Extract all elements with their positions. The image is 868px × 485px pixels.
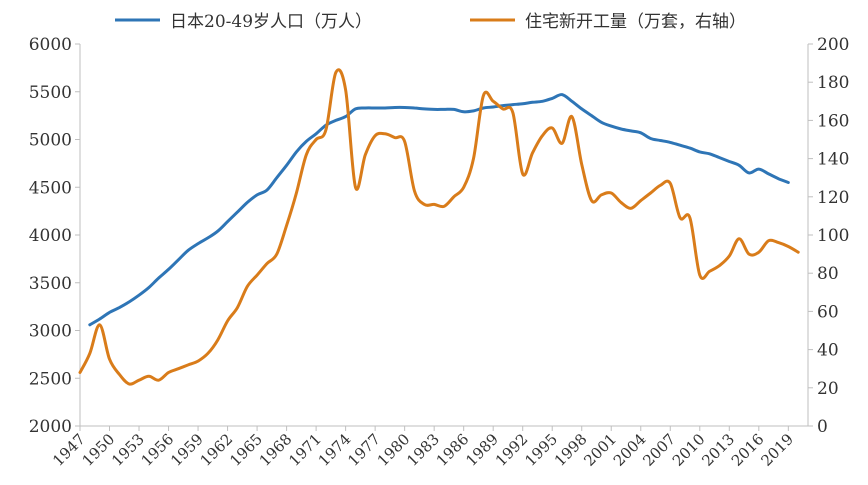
x-tick-label: 2013 xyxy=(698,430,738,470)
x-tick-label: 1953 xyxy=(108,430,148,470)
y-right-tick-label: 200 xyxy=(817,35,849,55)
legend: 日本20-49岁人口（万人） 住宅新开工量（万套，右轴） xyxy=(115,12,746,32)
x-tick-label: 2004 xyxy=(610,430,650,470)
x-tick-label: 1965 xyxy=(226,430,266,470)
y-right-tick-label: 80 xyxy=(817,264,839,284)
x-tick-label: 1974 xyxy=(315,430,355,470)
x-tick-label: 1950 xyxy=(79,430,119,470)
y-left-tick-label: 3500 xyxy=(29,274,72,294)
y-left-tick-label: 2000 xyxy=(29,417,72,437)
x-tick-label: 1995 xyxy=(521,430,561,470)
x-tick-label: 1992 xyxy=(492,430,532,470)
y-right-tick-label: 180 xyxy=(817,73,849,93)
y-left-tick-label: 4500 xyxy=(29,178,72,198)
y-left-tick-label: 2500 xyxy=(29,369,72,389)
y-right-tick-label: 40 xyxy=(817,341,839,361)
x-tick-label: 2001 xyxy=(580,430,620,470)
x-tick-label: 2016 xyxy=(728,430,768,470)
x-tick-label: 1968 xyxy=(256,430,296,470)
y-right-tick-label: 0 xyxy=(817,417,828,437)
x-tick-label: 1971 xyxy=(285,430,325,470)
x-tick-label: 2007 xyxy=(639,430,679,470)
y-left-tick-label: 4000 xyxy=(29,226,72,246)
legend-label-population: 日本20-49岁人口（万人） xyxy=(170,12,372,32)
x-tick-label: 1959 xyxy=(167,430,207,470)
x-tick-label: 1977 xyxy=(344,430,384,470)
x-tick-label: 2010 xyxy=(669,430,709,470)
x-tick-label: 1980 xyxy=(374,430,414,470)
legend-label-housing-starts: 住宅新开工量（万套，右轴） xyxy=(525,12,746,32)
y-right-tick-label: 120 xyxy=(817,188,849,208)
series-line-housing-starts xyxy=(78,68,800,386)
y-right-tick-label: 160 xyxy=(817,111,849,131)
y-left-tick-label: 5000 xyxy=(29,131,72,151)
y-left-tick-label: 5500 xyxy=(29,83,72,103)
x-tick-label: 1983 xyxy=(403,430,443,470)
y-left-tick-label: 6000 xyxy=(29,35,72,55)
y-right-tick-label: 100 xyxy=(817,226,849,246)
x-tick-label: 2019 xyxy=(757,430,797,470)
x-tick-label: 1986 xyxy=(433,430,473,470)
axes: 2000 2500 3000 3500 4000 4500 5000 5500 6000 0 20 4… xyxy=(29,35,850,470)
x-tick-label: 1962 xyxy=(197,430,237,470)
x-tick-label: 1956 xyxy=(138,430,178,470)
y-right-tick-label: 20 xyxy=(817,379,839,399)
y-left-tick-label: 3000 xyxy=(29,322,72,342)
y-right-tick-label: 140 xyxy=(817,150,849,170)
x-tick-label: 1998 xyxy=(551,430,591,470)
x-tick-label: 1989 xyxy=(462,430,502,470)
series-layer xyxy=(78,68,800,386)
y-right-tick-label: 60 xyxy=(817,302,839,322)
series-line-population xyxy=(88,93,790,327)
